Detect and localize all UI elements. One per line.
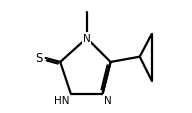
Text: N: N [104,95,112,105]
Text: S: S [35,52,43,65]
Text: N: N [83,34,91,44]
Text: HN: HN [54,95,70,105]
